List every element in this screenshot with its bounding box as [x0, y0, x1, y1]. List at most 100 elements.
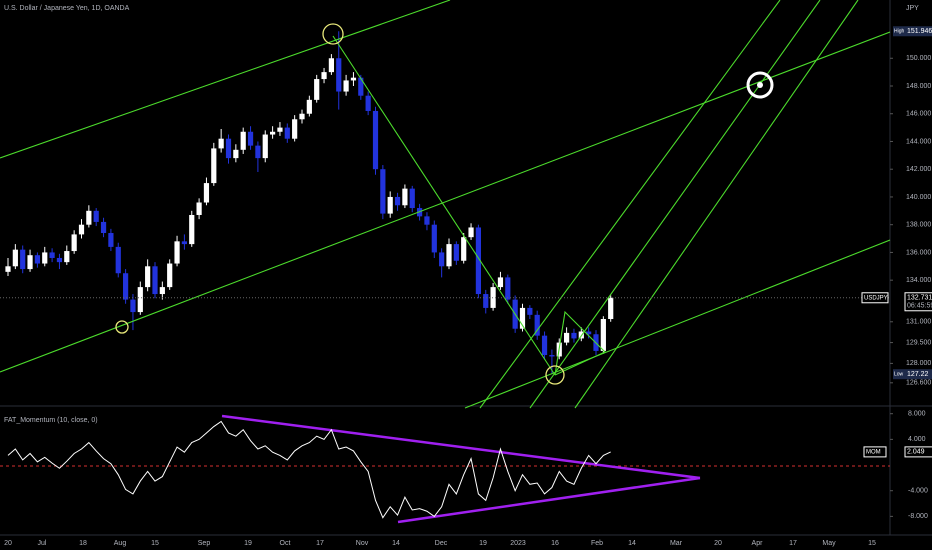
- candle-body: [541, 335, 548, 356]
- y2-tick-label: -4.000: [908, 488, 928, 495]
- candle-body: [431, 224, 437, 253]
- chart-title: U.S. Dollar / Japanese Yen, 1D, OANDA: [4, 5, 130, 12]
- x-tick-label: 14: [392, 540, 400, 547]
- candle-body: [424, 216, 430, 225]
- x-tick-label: Mar: [670, 540, 683, 547]
- marker-circle: [545, 365, 565, 385]
- tag-name-box: [893, 369, 905, 380]
- candle-body: [12, 249, 18, 267]
- candle-body: [64, 251, 70, 263]
- tag-name-box: [893, 26, 905, 37]
- price-tag-value: 127.22: [907, 371, 929, 378]
- candle-body: [262, 134, 268, 159]
- x-tick-label: 20: [4, 540, 12, 547]
- candle-body: [372, 110, 379, 170]
- candle-body: [270, 131, 276, 135]
- wedge-line: [397, 476, 701, 524]
- y-tick-label: 148.000: [906, 83, 931, 90]
- price-tag-value: 132.731: [907, 295, 932, 302]
- candle-body: [505, 277, 511, 300]
- candle-body: [600, 319, 606, 351]
- candle-body: [71, 234, 77, 252]
- candle-body: [475, 227, 481, 295]
- x-tick-label: 19: [244, 540, 252, 547]
- x-tick-label: Nov: [356, 540, 369, 547]
- target-dot: [757, 82, 763, 88]
- candle-body: [86, 210, 92, 225]
- candle-body: [468, 227, 474, 238]
- price-tag: [904, 292, 932, 312]
- x-tick-label: Jul: [38, 540, 47, 547]
- candle-body: [130, 299, 136, 313]
- candle-body: [387, 196, 393, 214]
- candle-body: [211, 148, 217, 184]
- candle-body: [571, 332, 577, 339]
- price-tag-countdown: 06:45:59: [907, 303, 932, 310]
- trend-line: [0, 31, 891, 373]
- y-tick-label: 138.000: [906, 222, 931, 229]
- candle-body: [174, 241, 180, 264]
- x-tick-label: 14: [628, 540, 636, 547]
- candle-body: [284, 127, 290, 139]
- candles: [5, 31, 614, 375]
- candle-body: [564, 332, 570, 343]
- trend-line: [0, 0, 451, 159]
- candle-body: [56, 257, 63, 263]
- marker-circle: [322, 23, 344, 45]
- y-tick-label: 136.000: [906, 249, 931, 256]
- candle-body: [42, 252, 48, 264]
- candle-body: [365, 95, 371, 111]
- candle-body: [78, 224, 85, 235]
- pitchfork-line: [529, 0, 821, 409]
- y-tick-label: 129.500: [906, 339, 931, 346]
- candle-body: [196, 202, 202, 215]
- price-tag: [905, 26, 932, 37]
- candle-body: [240, 131, 246, 150]
- candle-body: [100, 221, 107, 234]
- trend-line: [332, 35, 556, 376]
- x-tick-label: 2023: [510, 540, 526, 547]
- candle-body: [115, 246, 121, 274]
- wedge-line: [221, 414, 701, 480]
- candle-body: [394, 196, 401, 206]
- candle-body: [218, 138, 224, 149]
- x-tick-label: Sep: [198, 540, 211, 547]
- tag-name: High: [894, 29, 905, 35]
- candle-body: [527, 307, 533, 315]
- candle-body: [306, 99, 312, 114]
- candle-body: [181, 241, 187, 245]
- pitchfork-line: [479, 0, 781, 409]
- candle-body: [549, 355, 555, 357]
- y-tick-label: 140.000: [906, 194, 931, 201]
- indicator-name-box: [863, 446, 887, 458]
- candle-body: [321, 72, 327, 80]
- candle-body: [299, 113, 305, 120]
- x-tick-label: 20: [714, 540, 722, 547]
- candle-body: [93, 210, 99, 222]
- candle-body: [123, 273, 129, 300]
- x-tick-label: Feb: [591, 540, 603, 547]
- trend-line: [464, 239, 891, 409]
- y2-tick-label: 4.000: [908, 436, 926, 443]
- candle-body: [453, 244, 459, 261]
- y-tick-label: 131.000: [906, 319, 931, 326]
- candle-body: [292, 119, 298, 139]
- indicator-tag-name: MOM: [866, 449, 881, 455]
- y-tick-label: 126.600: [906, 380, 931, 387]
- candle-body: [336, 58, 342, 92]
- x-tick-label: 15: [151, 540, 159, 547]
- indicator-title: FAT_Momentum (10, close, 0): [4, 417, 98, 424]
- x-tick-label: 18: [79, 540, 87, 547]
- candle-body: [159, 287, 165, 295]
- candle-body: [409, 188, 415, 209]
- candle-body: [608, 297, 614, 320]
- candle-body: [27, 255, 33, 270]
- y-tick-label: 128.000: [906, 360, 931, 367]
- candle-body: [519, 307, 526, 329]
- candle-body: [49, 252, 55, 258]
- currency: JPY: [906, 5, 919, 12]
- candle-body: [586, 331, 592, 335]
- drawings: [0, 0, 891, 409]
- y-tick-label: 150.000: [906, 55, 931, 62]
- candle-body: [490, 287, 496, 308]
